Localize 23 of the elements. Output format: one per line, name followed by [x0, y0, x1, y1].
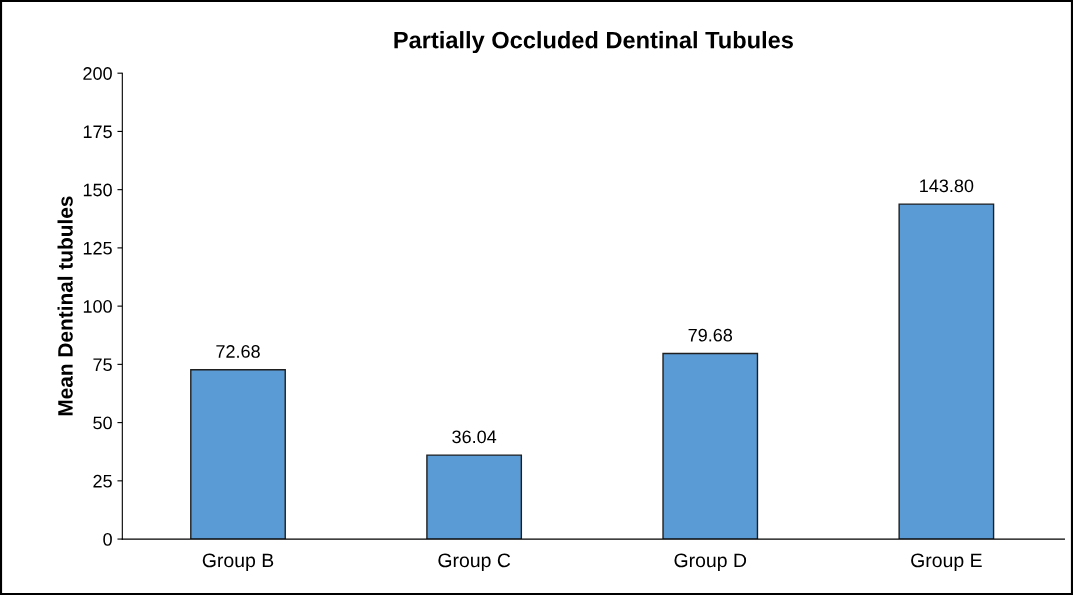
y-tick-label: 175: [83, 125, 112, 139]
x-tick-label: Group C: [438, 553, 511, 572]
chart-title: Partially Occluded Dentinal Tubules: [394, 31, 793, 54]
data-label: 36.04: [452, 430, 497, 444]
y-tick-label: 100: [83, 300, 112, 313]
y-tick-label: 0: [103, 533, 112, 546]
y-tick-label: 50: [93, 416, 112, 430]
bar: [662, 352, 759, 540]
x-tick-label: Group B: [202, 553, 274, 572]
data-label: 72.68: [216, 345, 260, 358]
data-label: 79.68: [688, 328, 733, 342]
y-tick-label: 200: [83, 67, 112, 80]
y-tick-label: 150: [83, 183, 112, 197]
bar: [190, 369, 286, 540]
y-tick-label: 25: [93, 474, 112, 488]
y-tick-label: 125: [83, 241, 112, 255]
y-tick-label: 75: [93, 358, 112, 372]
bar: [898, 203, 995, 540]
bar: [426, 454, 523, 540]
y-axis-title: Mean Dentinal tubules: [57, 196, 73, 416]
x-tick-label: Group D: [674, 553, 747, 572]
data-label: 143.80: [920, 179, 974, 193]
x-tick-label: Group E: [911, 553, 982, 572]
